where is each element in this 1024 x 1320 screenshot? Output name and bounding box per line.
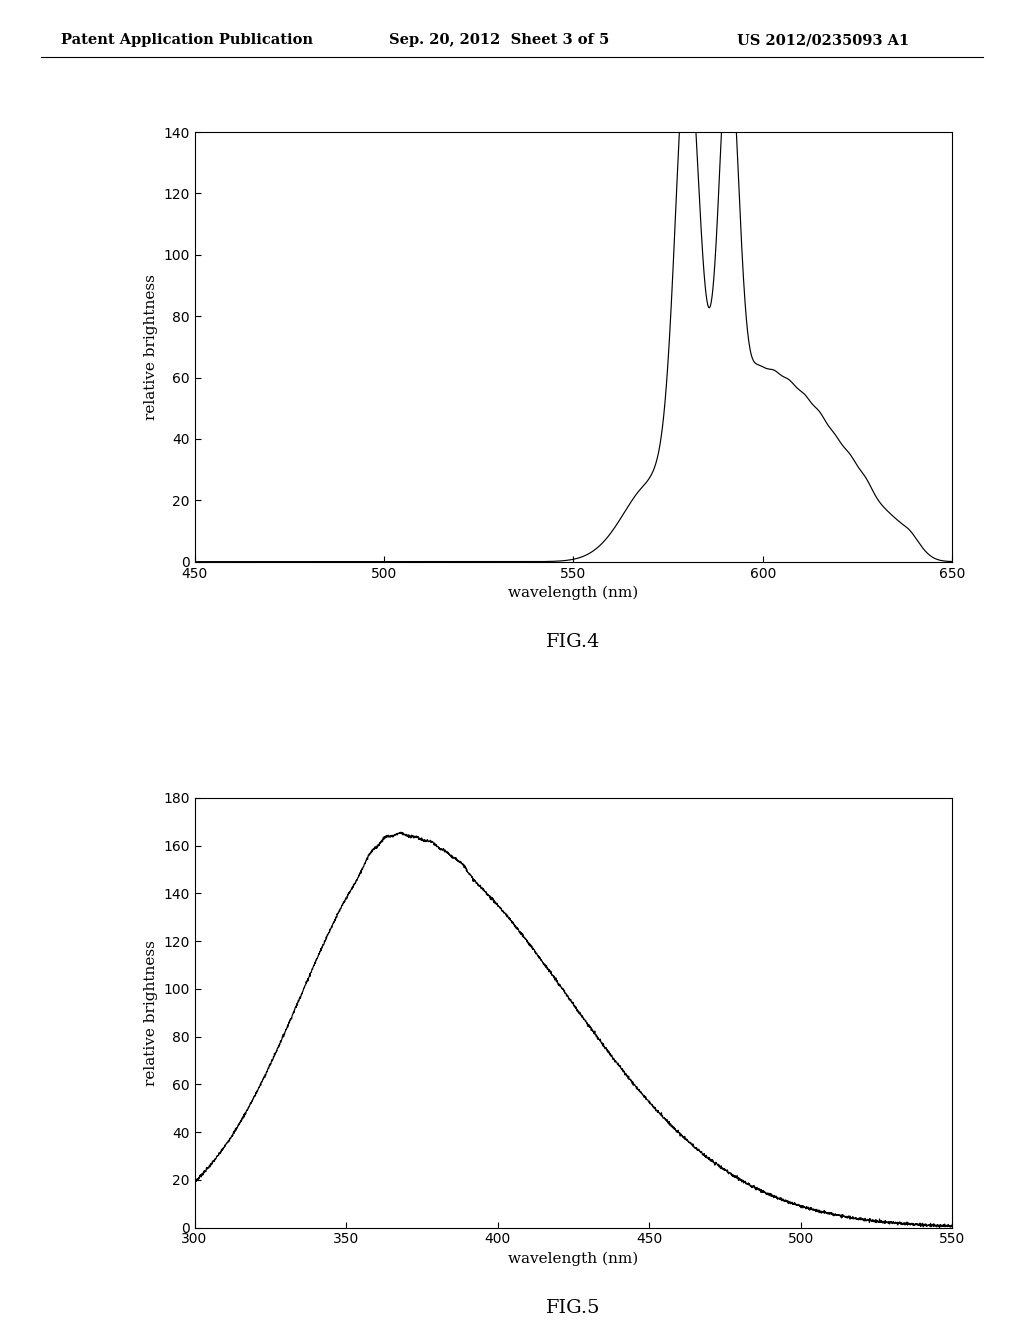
Text: US 2012/0235093 A1: US 2012/0235093 A1 bbox=[737, 33, 909, 48]
X-axis label: wavelength (nm): wavelength (nm) bbox=[508, 586, 639, 601]
Y-axis label: relative brightness: relative brightness bbox=[143, 940, 158, 1086]
Text: Sep. 20, 2012  Sheet 3 of 5: Sep. 20, 2012 Sheet 3 of 5 bbox=[389, 33, 609, 48]
Text: Patent Application Publication: Patent Application Publication bbox=[61, 33, 313, 48]
X-axis label: wavelength (nm): wavelength (nm) bbox=[508, 1251, 639, 1266]
Y-axis label: relative brightness: relative brightness bbox=[143, 273, 158, 420]
Text: FIG.5: FIG.5 bbox=[546, 1299, 601, 1317]
Text: FIG.4: FIG.4 bbox=[546, 634, 601, 652]
